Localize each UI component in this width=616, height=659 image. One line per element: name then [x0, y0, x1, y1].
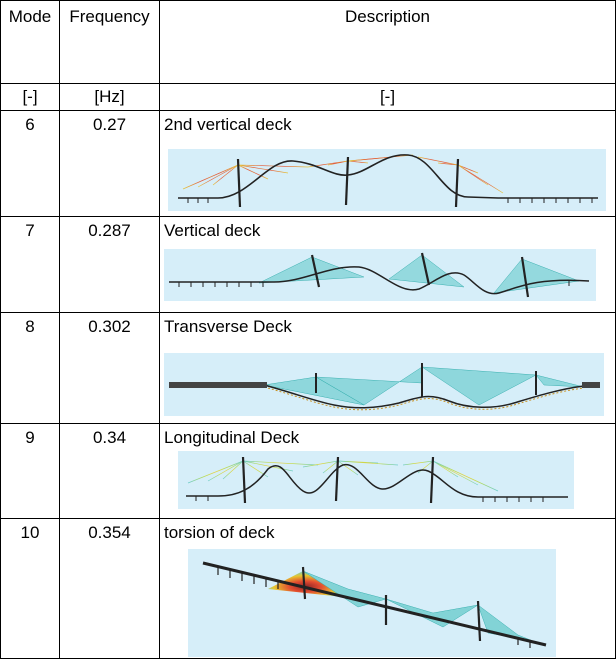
- frequency-cell: 0.34: [59, 423, 160, 519]
- description-cell: Vertical deck: [159, 216, 616, 313]
- description-cell: Transverse Deck: [159, 312, 616, 424]
- header-frequency: Frequency: [59, 0, 160, 84]
- mode-shape-figure: [178, 451, 574, 509]
- unit-description-label: [-]: [379, 87, 396, 106]
- description-cell: Longitudinal Deck: [159, 423, 616, 519]
- mode-shape-figure: [164, 353, 604, 416]
- header-description-label: Description: [344, 7, 431, 26]
- description-text: Vertical deck: [164, 221, 261, 240]
- table-row: 7 0.287 Vertical deck: [0, 216, 616, 313]
- mode-value: 9: [25, 428, 35, 447]
- mode-value: 10: [20, 523, 40, 542]
- header-description: Description: [159, 0, 616, 84]
- header-mode-label: Mode: [8, 7, 52, 26]
- description-text: torsion of deck: [164, 523, 275, 542]
- bridge-mode-shape-image: [169, 363, 600, 411]
- unit-mode-label: [-]: [22, 87, 38, 106]
- unit-description: [-]: [159, 83, 616, 111]
- frequency-cell: 0.287: [59, 216, 160, 313]
- mode-value: 6: [25, 115, 35, 134]
- mode-shape-figure: [168, 149, 606, 211]
- mode-cell: 10: [0, 518, 60, 659]
- description-text: Longitudinal Deck: [164, 428, 300, 447]
- description-text: Transverse Deck: [164, 317, 292, 336]
- mode-value: 8: [25, 317, 35, 336]
- frequency-value: 0.34: [92, 428, 127, 447]
- table-row: 10 0.354 torsion of deck: [0, 518, 616, 659]
- description-cell: torsion of deck: [159, 518, 616, 659]
- table-row: 8 0.302 Transverse Deck: [0, 312, 616, 424]
- frequency-value: 0.302: [88, 317, 131, 336]
- mode-shape-figure: [188, 549, 556, 657]
- frequency-value: 0.27: [92, 115, 127, 134]
- mode-cell: 9: [0, 423, 60, 519]
- bridge-mode-shape-image: [186, 456, 568, 504]
- frequency-cell: 0.27: [59, 110, 160, 217]
- header-frequency-label: Frequency: [69, 7, 150, 26]
- frequency-cell: 0.302: [59, 312, 160, 424]
- mode-value: 7: [25, 221, 35, 240]
- unit-frequency: [Hz]: [59, 83, 160, 111]
- bridge-mode-shape-image: [169, 252, 590, 298]
- description-text: 2nd vertical deck: [164, 115, 292, 134]
- description-cell: 2nd vertical deck: [159, 110, 616, 217]
- mode-shape-figure: [164, 249, 596, 301]
- unit-mode: [-]: [0, 83, 60, 111]
- frequency-cell: 0.354: [59, 518, 160, 659]
- bridge-mode-shape-image: [202, 561, 547, 648]
- table-row: 6 0.27 2nd vertical deck: [0, 110, 616, 217]
- unit-frequency-label: [Hz]: [94, 87, 125, 106]
- table-row: 9 0.34 Longitudinal Deck: [0, 423, 616, 519]
- mode-cell: 6: [0, 110, 60, 217]
- mode-cell: 8: [0, 312, 60, 424]
- frequency-value: 0.354: [88, 523, 131, 542]
- header-mode: Mode: [0, 0, 60, 84]
- frequency-value: 0.287: [88, 221, 131, 240]
- bridge-mode-shape-image: [178, 154, 598, 208]
- mode-cell: 7: [0, 216, 60, 313]
